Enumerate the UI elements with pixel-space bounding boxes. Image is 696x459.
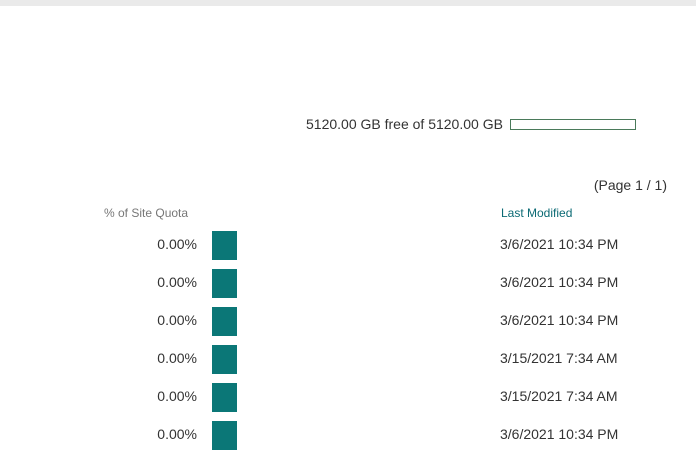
top-strip [0, 0, 696, 6]
storage-table: 0.00% 3/6/2021 10:34 PM 0.00% 3/6/2021 1… [0, 231, 696, 459]
site-quota-percent: 0.00% [157, 350, 197, 366]
table-row: 0.00% 3/6/2021 10:34 PM [0, 269, 696, 307]
site-quota-percent: 0.00% [157, 388, 197, 404]
storage-summary-text: 5120.00 GB free of 5120.00 GB [306, 116, 503, 132]
last-modified-date: 3/6/2021 10:34 PM [500, 312, 619, 328]
last-modified-date: 3/6/2021 10:34 PM [500, 236, 619, 252]
column-header-site-quota: % of Site Quota [104, 206, 189, 220]
site-quota-percent: 0.00% [157, 274, 197, 290]
storage-summary: 5120.00 GB free of 5120.00 GB [306, 116, 636, 132]
last-modified-date: 3/15/2021 7:34 AM [500, 350, 618, 366]
last-modified-date: 3/6/2021 10:34 PM [500, 426, 619, 442]
table-row: 0.00% 3/6/2021 10:34 PM [0, 231, 696, 269]
storage-usage-bar [509, 118, 636, 130]
table-row: 0.00% 3/15/2021 7:34 AM [0, 383, 696, 421]
site-quota-bar [212, 307, 237, 336]
last-modified-date: 3/6/2021 10:34 PM [500, 274, 619, 290]
table-row: 0.00% 3/6/2021 10:34 PM [0, 421, 696, 459]
last-modified-date: 3/15/2021 7:34 AM [500, 388, 618, 404]
table-row: 0.00% 3/15/2021 7:34 AM [0, 345, 696, 383]
site-quota-bar [212, 383, 237, 412]
site-quota-percent: 0.00% [157, 236, 197, 252]
column-header-last-modified[interactable]: Last Modified [501, 206, 573, 220]
page-indicator: (Page 1 / 1) [593, 177, 667, 193]
site-quota-percent: 0.00% [157, 312, 197, 328]
site-quota-bar [212, 421, 237, 450]
site-quota-bar [212, 231, 237, 260]
site-quota-bar [212, 269, 237, 298]
site-quota-bar [212, 345, 237, 374]
table-row: 0.00% 3/6/2021 10:34 PM [0, 307, 696, 345]
site-quota-percent: 0.00% [157, 426, 197, 442]
